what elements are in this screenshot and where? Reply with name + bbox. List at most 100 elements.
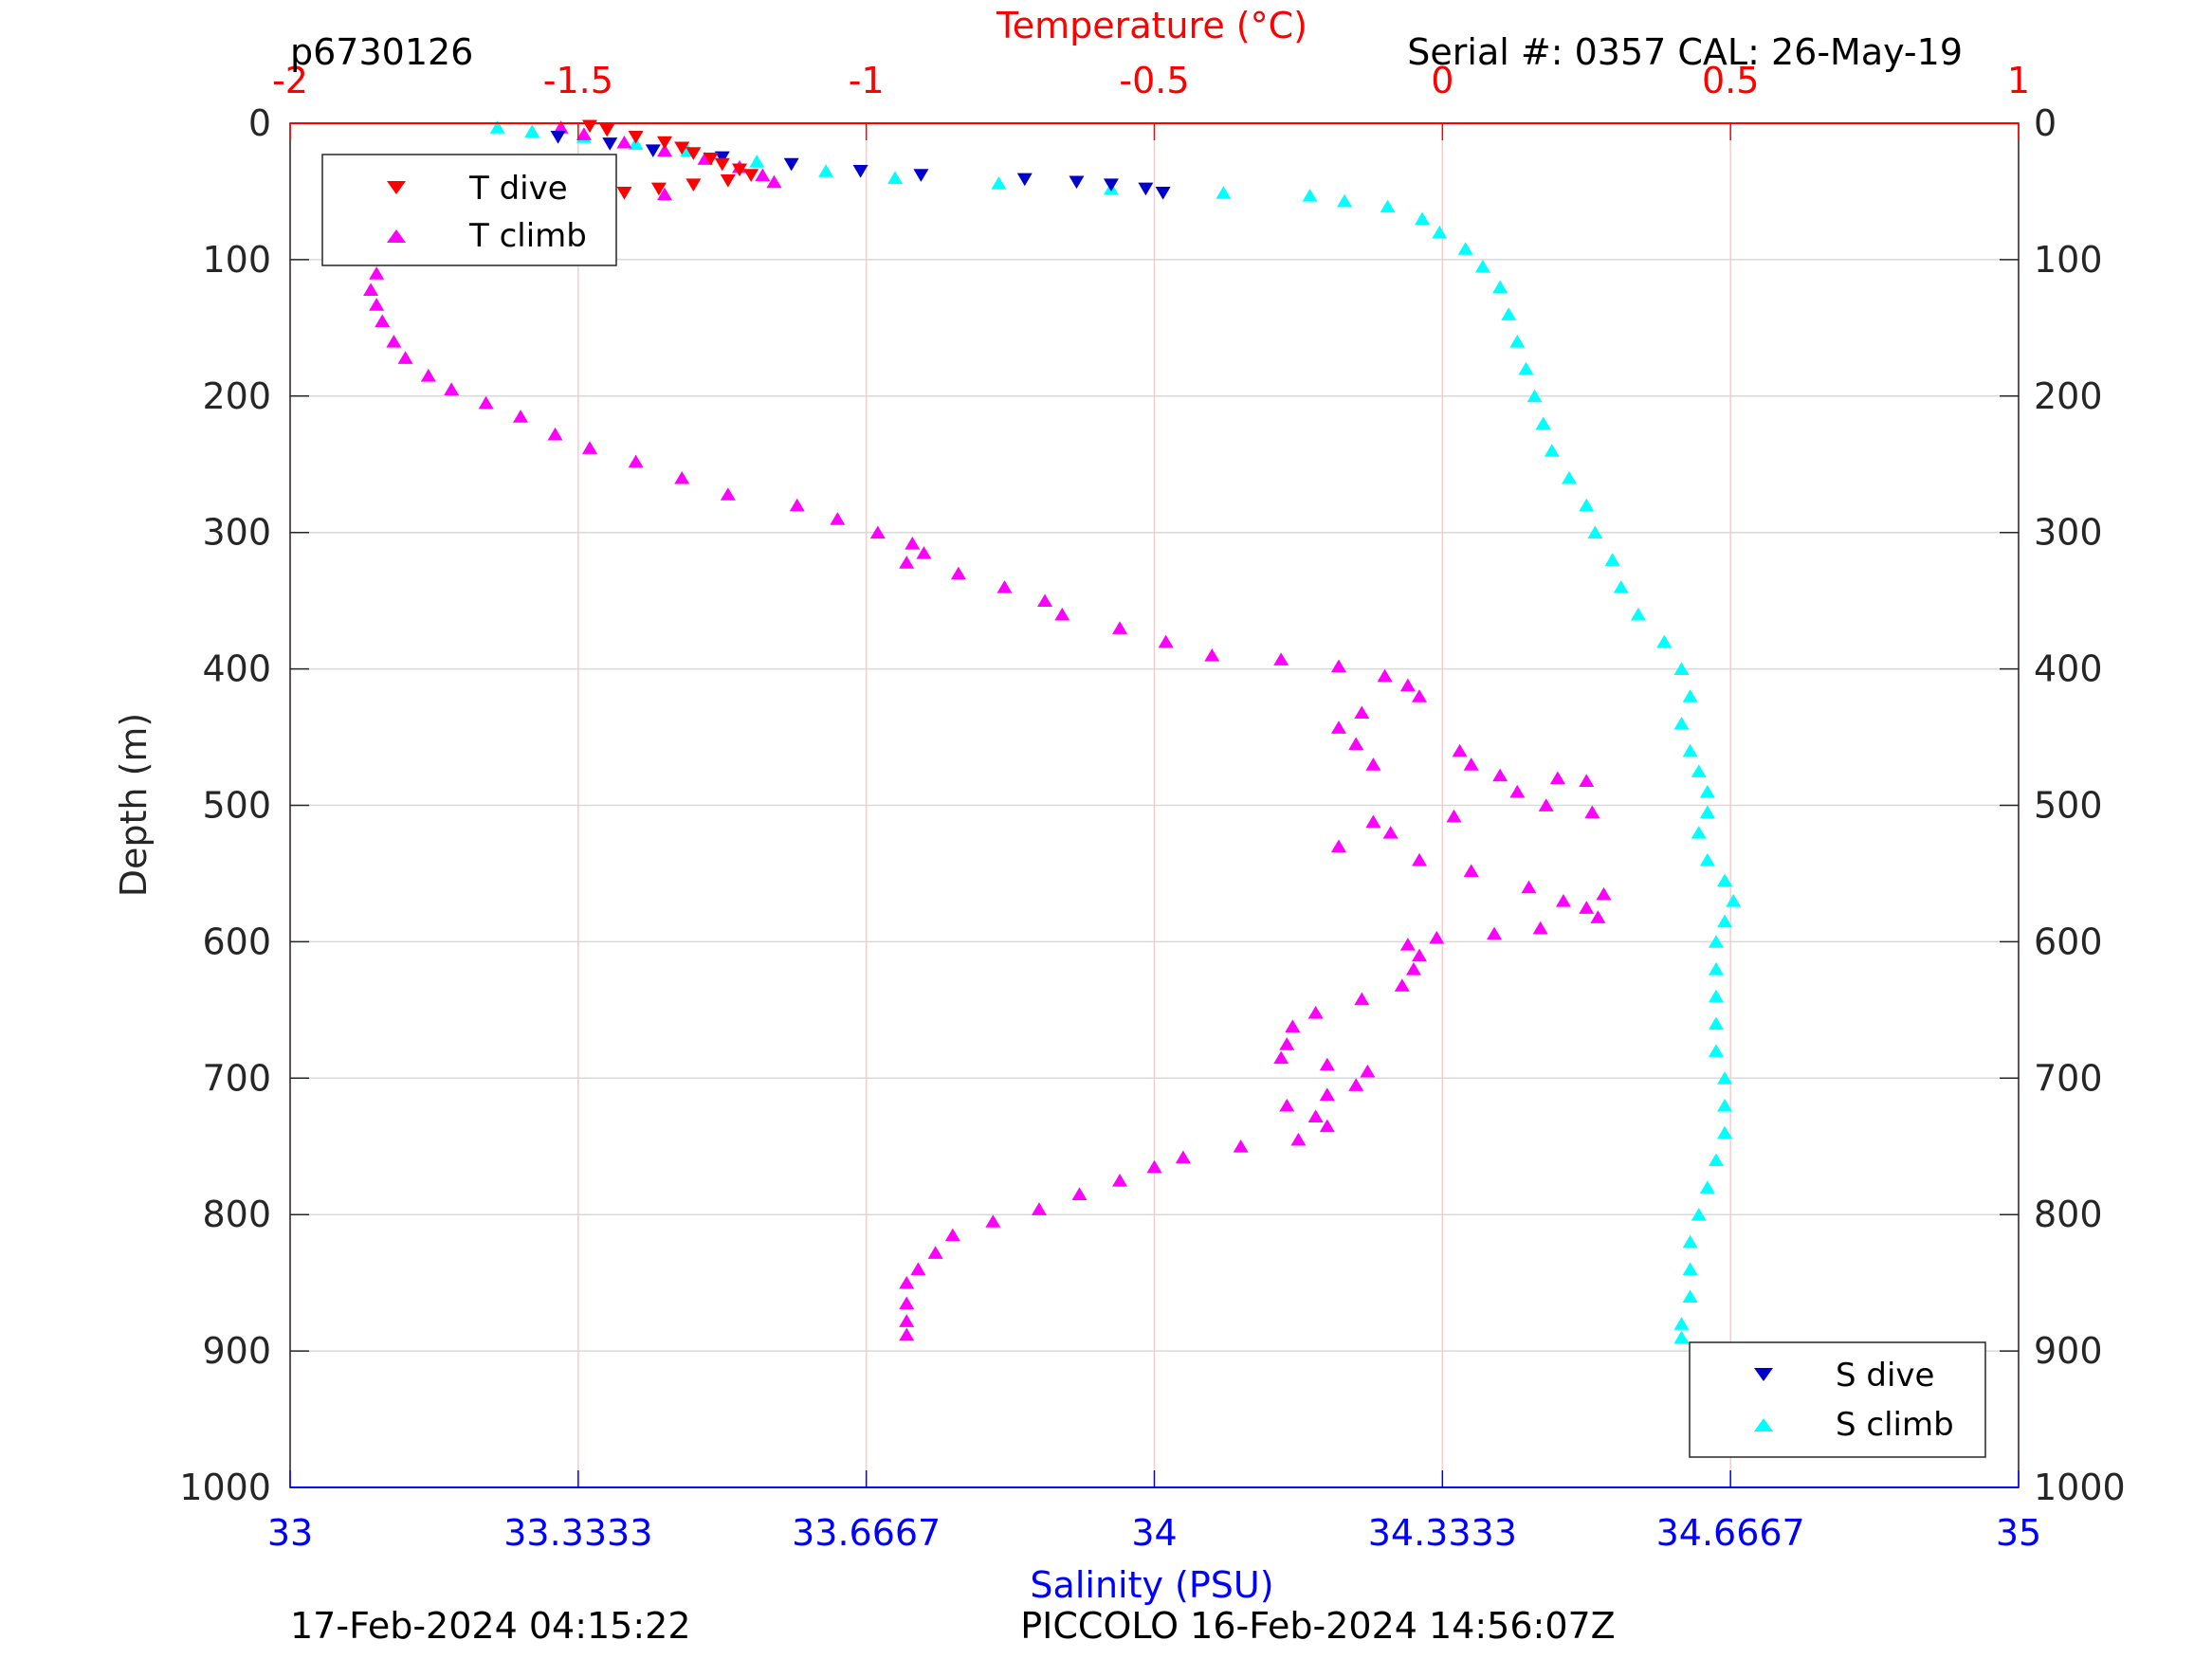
t-dive-legend-label: T dive: [468, 170, 568, 208]
t-climb-point: [444, 382, 460, 396]
t-climb-point: [755, 168, 771, 182]
t-climb-point: [1233, 1139, 1249, 1153]
serial-calibration-label: Serial #: 0357 CAL: 26-May-19: [1407, 31, 1963, 73]
t-climb-point: [674, 470, 690, 484]
s-climb-point: [1579, 498, 1595, 512]
depth-tick-label-right: 300: [2034, 512, 2103, 554]
t-climb-point: [1354, 992, 1370, 1006]
t-dive-point: [628, 130, 644, 144]
t-climb-point: [1158, 634, 1174, 648]
s-climb-point: [1699, 805, 1715, 819]
temperature-legend: T dive T climb: [321, 154, 617, 266]
t-climb-point: [1394, 978, 1410, 992]
temperature-tick-label: 1: [2007, 60, 2030, 101]
t-climb-point: [1307, 1006, 1324, 1019]
s-climb-point: [1682, 1234, 1698, 1249]
t-climb-point: [1584, 805, 1600, 819]
s-dive-point: [1138, 182, 1154, 196]
s-climb-point: [1717, 1098, 1733, 1112]
s-climb-point: [1457, 242, 1473, 255]
depth-tick-label-left: 0: [248, 102, 271, 144]
t-climb-point: [927, 1246, 943, 1259]
t-dive-point: [686, 147, 702, 160]
t-climb-point: [369, 298, 385, 311]
depth-tick-label-right: 500: [2034, 785, 2103, 827]
t-climb-point: [1330, 720, 1346, 734]
s-dive-point: [550, 130, 566, 144]
t-dive-point: [599, 123, 615, 137]
t-climb-point: [1031, 1202, 1047, 1215]
s-climb-point: [1562, 470, 1578, 484]
s-climb-point: [1630, 607, 1646, 621]
t-climb-point: [1330, 839, 1346, 853]
t-climb-legend-marker: [387, 229, 406, 243]
t-climb-point: [1405, 961, 1421, 975]
s-dive-point: [913, 169, 929, 182]
s-climb-point: [1587, 525, 1603, 539]
s-climb-point: [1673, 662, 1690, 675]
t-climb-point: [1290, 1132, 1307, 1146]
s-climb-point: [1717, 1071, 1733, 1085]
s-dive-point: [783, 157, 799, 172]
t-climb-point: [478, 395, 494, 410]
s-climb-point: [1708, 961, 1724, 975]
t-climb-point: [916, 546, 932, 559]
t-climb-legend-label: T climb: [468, 217, 587, 255]
depth-tick-label-left: 400: [202, 648, 271, 690]
t-climb-point: [1273, 1050, 1289, 1065]
s-climb-legend-label: S climb: [1836, 1406, 1954, 1444]
t-climb-point: [656, 187, 672, 201]
t-climb-point: [397, 351, 413, 364]
temperature-tick-label: -1.5: [543, 60, 613, 101]
t-climb-point: [899, 1296, 915, 1310]
t-dive-point: [720, 174, 736, 188]
t-climb-point: [985, 1214, 1001, 1228]
axes: 0 0 100 100 200 200 300 300 400 400 500 500 600 600 70…: [179, 60, 2125, 1554]
s-climb-point: [887, 171, 904, 184]
t-climb-point: [1412, 852, 1428, 866]
t-climb-point: [1521, 880, 1537, 894]
temperature-tick-label: -2: [272, 60, 308, 101]
t-dive-point: [616, 186, 632, 200]
s-climb-point: [1708, 1153, 1724, 1167]
s-dive-point: [1016, 173, 1033, 187]
s-climb-point: [1708, 1044, 1724, 1057]
s-climb-point: [1535, 416, 1551, 429]
s-climb-point: [1682, 689, 1698, 702]
temperature-tick-label: 0.5: [1702, 60, 1759, 101]
depth-tick-label-left: 100: [202, 239, 271, 281]
depth-tick-label-left: 600: [202, 921, 271, 962]
s-climb-point: [1216, 186, 1232, 199]
t-climb-point: [1319, 1119, 1335, 1133]
t-climb-point: [553, 120, 569, 134]
t-climb-point: [1492, 768, 1508, 782]
s-climb-point: [1474, 259, 1490, 273]
s-dive-point: [645, 144, 661, 157]
depth-tick-label-right: 600: [2034, 921, 2103, 962]
t-climb-point: [899, 1327, 915, 1341]
s-climb-point: [1708, 989, 1724, 1003]
t-climb-point: [1579, 901, 1595, 914]
s-climb-point: [1717, 873, 1733, 887]
t-climb-point: [720, 487, 736, 501]
t-climb-point: [1446, 809, 1462, 823]
t-climb-point: [1399, 678, 1416, 692]
t-climb-point: [1549, 771, 1565, 785]
t-climb-point: [1279, 1098, 1295, 1112]
s-climb-point: [1673, 1317, 1690, 1330]
t-dive-legend-marker: [387, 181, 406, 194]
t-climb-point: [1509, 784, 1526, 798]
s-climb-point: [1518, 361, 1534, 375]
t-climb-point: [1412, 948, 1428, 962]
s-dive-point: [714, 151, 730, 165]
t-climb-point: [1319, 1087, 1335, 1101]
s-climb-point: [1682, 1289, 1698, 1303]
t-climb-point: [420, 369, 436, 382]
t-climb-point: [1532, 921, 1548, 935]
t-climb-point: [1538, 798, 1554, 811]
t-climb-point: [899, 1275, 915, 1289]
t-climb-point: [581, 441, 597, 454]
salinity-tick-label: 34.3333: [1368, 1512, 1517, 1554]
t-climb-point: [1463, 757, 1479, 771]
t-climb-point: [1112, 1174, 1128, 1187]
